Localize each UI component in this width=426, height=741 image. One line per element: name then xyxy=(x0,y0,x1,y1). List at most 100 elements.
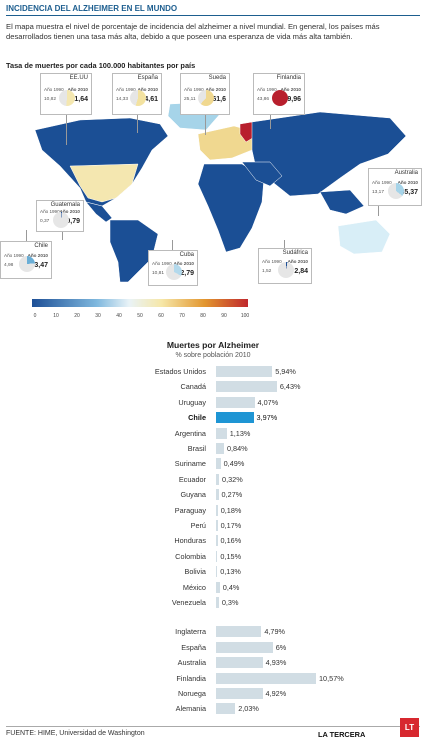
bar-value-label: 0,4% xyxy=(222,582,240,592)
bar xyxy=(216,473,220,485)
bar xyxy=(216,550,218,562)
bar-row: España 6% xyxy=(0,641,426,654)
callout-year1-value: 1,52 xyxy=(262,269,272,274)
bar-row: Perú 0,17% xyxy=(0,520,426,532)
bar-row: Alemania 2,03% xyxy=(0,703,426,715)
intro-text: El mapa muestra el nivel de porcentaje d… xyxy=(6,22,380,41)
bar-value-label: 5,94% xyxy=(275,367,296,376)
bar xyxy=(216,597,219,608)
callout-pie-icon xyxy=(53,212,69,228)
callout-country: España xyxy=(137,75,158,81)
bar-value-label: 0,49% xyxy=(223,459,245,469)
bar xyxy=(216,657,263,669)
bar xyxy=(216,504,218,516)
bar-row: Honduras 0,16% xyxy=(0,535,426,547)
callout-year1-label: Año 1990 xyxy=(44,87,64,92)
callout-year2-value: 2,84 xyxy=(294,268,308,275)
callout-pie-icon xyxy=(198,90,214,106)
bar-value-label: 2,03% xyxy=(238,704,259,714)
legend-tick-label: 50 xyxy=(137,313,143,319)
callout-year1-value: 0,37 xyxy=(40,219,50,224)
bar-row: Chile 3,97% xyxy=(0,412,426,424)
brand-logo: LT xyxy=(400,718,419,737)
callout-year2-label: Año 2010 xyxy=(137,87,158,92)
callout-year1-value: 14,33 xyxy=(116,97,129,102)
bar-value-label: 0,32% xyxy=(222,474,243,484)
bar xyxy=(216,688,263,699)
source-note: FUENTE: HIME, Universidad de Washington xyxy=(6,730,145,737)
legend-tick-label: 10 xyxy=(53,313,59,319)
callout-year1-label: Año 1990 xyxy=(184,87,204,92)
bar-row: México 0,4% xyxy=(0,581,426,594)
bar-category-label: Guyana xyxy=(180,490,206,500)
legend-tick-label: 70 xyxy=(179,313,185,319)
legend-tick-label: 20 xyxy=(74,313,80,319)
callout-year1-label: Año 1990 xyxy=(116,87,136,92)
callout-leader-line xyxy=(137,115,138,133)
bar-category-label: España xyxy=(181,642,206,652)
bar-row: Paraguay 0,18% xyxy=(0,504,426,517)
bar xyxy=(216,703,236,715)
bar-row: Canadá 6,43% xyxy=(0,381,426,393)
map-south-america xyxy=(109,219,159,282)
map-middle-east xyxy=(241,161,283,187)
bar-value-label: 4,79% xyxy=(264,627,286,637)
bar-value-label: 0,17% xyxy=(220,521,242,530)
callout-year2-value: 23,47 xyxy=(30,262,48,269)
bar-value-label: 4,92% xyxy=(265,689,287,698)
callout-leader-line xyxy=(62,232,63,240)
callout-pie-icon xyxy=(272,90,288,106)
bar-category-label: Estados Unidos xyxy=(154,367,206,376)
callout-year2-label: Año 2010 xyxy=(205,87,226,92)
bar-value-label: 0,27% xyxy=(221,490,243,500)
callout-year2-value: 61,6 xyxy=(212,96,226,103)
bar xyxy=(216,535,218,547)
callout-pie-icon xyxy=(278,262,294,278)
callout-country: Finlandia xyxy=(276,75,301,81)
callout-year1-label: Año 1990 xyxy=(40,209,60,214)
bar-category-label: Bolivia xyxy=(184,567,207,577)
map-southeast-asia xyxy=(319,189,365,215)
callout-country: Chile xyxy=(34,243,48,249)
callout-year2-value: 54,61 xyxy=(140,96,158,103)
bar-row: Bolivia 0,13% xyxy=(0,566,426,578)
bar-row: Australia 4,93% xyxy=(0,657,426,669)
callout-year1-value: 43,86 xyxy=(257,97,270,102)
bar xyxy=(216,672,316,684)
brand-name: LA TERCERA xyxy=(318,730,366,739)
callout-country: Guatemala xyxy=(50,202,80,208)
callout-country: Sudáfrica xyxy=(282,250,308,256)
bar-row: Ecuador 0,32% xyxy=(0,473,426,486)
bar-row: Finlandia 10,57% xyxy=(0,672,426,685)
callout-pie-icon xyxy=(388,183,404,199)
bar xyxy=(216,520,218,531)
callout-year1-label: Año 1990 xyxy=(262,259,282,264)
bar xyxy=(216,366,273,377)
bar-category-label: Noruega xyxy=(178,689,206,698)
bar-category-label: Venezuela xyxy=(171,598,206,607)
bar-category-label: Honduras xyxy=(174,536,206,546)
bar xyxy=(216,581,220,593)
legend-tick-label: 80 xyxy=(200,313,206,319)
map-usa xyxy=(69,163,139,203)
color-legend xyxy=(32,299,248,307)
callout-guatemala: Guatemala Año 1990 0,37 Año 2010 0,79 xyxy=(36,200,84,232)
bar xyxy=(216,427,227,439)
bar-value-label: 0,84% xyxy=(226,444,248,453)
callout-year2-label: Año 2010 xyxy=(397,180,418,185)
callout-year1-value: 10,82 xyxy=(44,97,57,102)
callout-cuba: Cuba Año 1990 10,81 Año 2010 32,79 xyxy=(148,250,198,286)
callout-sudfrica: Sudáfrica Año 1990 1,52 Año 2010 2,84 xyxy=(258,248,312,284)
bar-category-label: Alemania xyxy=(175,704,206,714)
bar-value-label: 0,18% xyxy=(220,505,242,515)
bar xyxy=(216,381,277,393)
bar-row: Uruguay 4,07% xyxy=(0,396,426,409)
callout-australia: Australia Año 1990 13,17 Año 2010 35,37 xyxy=(368,168,422,206)
bar-category-label: Colombia xyxy=(175,551,206,561)
callout-year2-label: Año 2010 xyxy=(173,261,194,266)
callout-pie-icon xyxy=(19,256,35,272)
map-central-america xyxy=(85,201,113,223)
bar-category-label: Uruguay xyxy=(178,397,206,407)
callout-pie-icon xyxy=(59,90,75,106)
callout-leader-line xyxy=(284,240,285,248)
